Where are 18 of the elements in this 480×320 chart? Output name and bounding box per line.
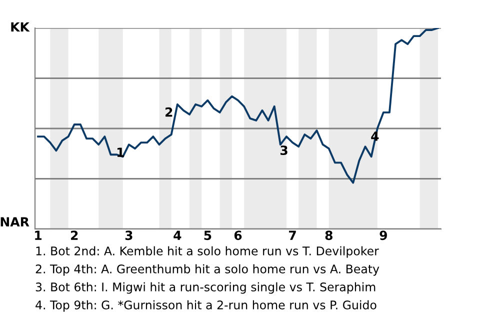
x-tick-label: 7 <box>289 230 296 240</box>
annotation: 2 <box>166 107 172 117</box>
x-tick-label: 4 <box>174 230 182 240</box>
x-tick-label: 5 <box>204 230 212 240</box>
annotation: 3 <box>280 146 288 156</box>
x-tick-label: 9 <box>380 230 387 240</box>
text: 3. Bot 6th: I. Migwi hit a run-scoring single vs T. Seraphim <box>36 282 376 294</box>
text: 4. Top 9th: G. *Gurnisson hit a 2-run home run vs P. Guido <box>36 300 376 312</box>
x-tick-label: 6 <box>234 230 242 240</box>
x-tick-label: 1 <box>35 230 42 240</box>
text: 2. Top 4th: A. Greenthumb hit a solo home run vs A. Beaty <box>36 264 380 276</box>
text: 1. Bot 2nd: A. Kemble hit a solo home run vs T. Devilpoker <box>36 246 379 258</box>
ref-line-label: NAR <box>0 217 30 226</box>
x-tick-label: 3 <box>125 230 132 240</box>
x-tick-label: 8 <box>325 230 332 240</box>
x-tick-label: 2 <box>71 230 78 240</box>
annotation: 1 <box>117 148 124 157</box>
ref-line-label: KK <box>11 22 30 32</box>
